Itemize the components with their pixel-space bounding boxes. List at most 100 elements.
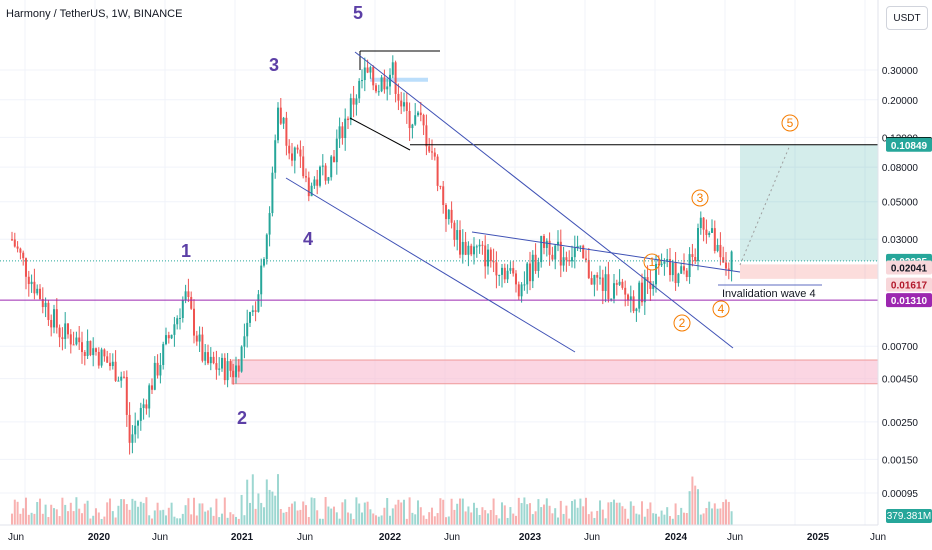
volume-bar — [618, 502, 621, 525]
volume-bar — [268, 489, 271, 525]
candle-body — [313, 179, 316, 186]
candle-body — [187, 291, 190, 297]
volume-bar — [212, 515, 215, 525]
candle-body — [414, 115, 417, 125]
candle-body — [355, 98, 358, 105]
volume-bar — [327, 506, 330, 525]
volume-bar — [705, 508, 708, 525]
volume-bar — [607, 502, 610, 525]
volume-bar — [251, 474, 254, 525]
candle-body — [221, 357, 223, 369]
candle-body — [674, 262, 677, 284]
wave-label-primary: 4 — [303, 229, 313, 249]
candle-body — [613, 283, 615, 299]
volume-bar — [534, 511, 537, 525]
volume-bar — [694, 485, 697, 525]
volume-bar — [725, 499, 727, 525]
volume-bar — [235, 516, 237, 525]
x-tick-label: Jun — [297, 532, 313, 543]
candle-body — [713, 228, 716, 251]
candle-body — [50, 319, 53, 328]
volume-bar — [148, 515, 151, 525]
volume-bar — [635, 513, 638, 525]
volume-bar — [585, 497, 587, 525]
x-tick-label: 2025 — [807, 532, 830, 543]
volume-bar — [554, 508, 557, 525]
volume-bar — [503, 505, 506, 525]
volume-bar — [489, 509, 492, 525]
candle-body — [450, 209, 453, 223]
candle-body — [333, 156, 335, 163]
volume-bar — [240, 494, 243, 525]
y-tick-label: 0.30000 — [882, 66, 919, 77]
volume-bar — [198, 503, 201, 525]
volume-bar — [47, 517, 50, 525]
volume-bar — [699, 514, 702, 525]
volume-bar — [391, 508, 394, 525]
volume-bar — [464, 511, 467, 525]
candle-body — [167, 335, 170, 339]
candle-body — [181, 300, 184, 319]
channel-upper — [354, 51, 734, 349]
volume-bar — [509, 507, 512, 525]
volume-bar — [156, 502, 159, 525]
volume-bar — [279, 509, 282, 525]
volume-bar — [366, 501, 369, 525]
x-tick-label: Jun — [8, 532, 24, 543]
volume-bar — [139, 501, 142, 525]
candle-body — [442, 186, 445, 206]
x-tick-label: 2022 — [379, 532, 402, 543]
volume-bar — [506, 517, 509, 525]
volume-bar — [456, 503, 459, 525]
volume-bar — [114, 517, 117, 525]
volume-bar — [453, 509, 456, 525]
wave-label-intermediate: 4 — [718, 302, 725, 316]
candle-body — [663, 261, 666, 264]
candle-body — [576, 245, 579, 248]
candle-body — [268, 213, 271, 235]
price-tag — [886, 260, 932, 275]
candle-body — [218, 368, 221, 370]
candle-body — [422, 115, 425, 126]
volume-bar — [341, 502, 344, 525]
volume-bar — [377, 516, 380, 525]
volume-bar — [571, 500, 573, 525]
volume-bar — [218, 517, 221, 525]
candle-body — [372, 67, 375, 86]
time-axis: Jun 2020 Jun 2021 Jun 2022 Jun 2023 Jun 2024 Jun 20… — [0, 524, 886, 543]
candle-body — [666, 259, 669, 262]
x-tick-label: Jun — [152, 532, 168, 543]
volume-bar — [335, 512, 338, 525]
candle-body — [529, 263, 531, 282]
volume-bar — [16, 501, 19, 525]
volume-bar — [243, 515, 246, 525]
wave-labels: 1 2 3 4 5 1 2 3 4 5 Invalidation wave 4 — [181, 3, 816, 428]
candle-body — [702, 217, 705, 230]
volume-bar — [439, 498, 442, 525]
volume-bar — [422, 515, 425, 525]
candle-body — [649, 281, 652, 289]
volume-bar — [470, 512, 473, 525]
volume-bar — [260, 502, 263, 525]
volume-bar — [436, 513, 439, 525]
candle-body — [151, 385, 153, 390]
candle-body — [279, 107, 282, 124]
x-tick-label: 2021 — [231, 532, 254, 543]
currency-button[interactable]: USDT — [886, 6, 928, 30]
candle-body — [383, 77, 386, 90]
volume-bar — [36, 501, 39, 525]
volume-bar — [285, 511, 288, 525]
volume-bar — [193, 497, 195, 525]
candle-body — [428, 146, 431, 152]
price-tag — [886, 137, 932, 152]
volume-bar — [302, 501, 305, 525]
volume-bar — [86, 500, 89, 525]
candle-body — [526, 263, 529, 285]
volume-bar — [50, 504, 53, 525]
volume-bar — [551, 513, 554, 525]
volume-bar — [254, 508, 257, 525]
volume-bar — [417, 500, 419, 525]
volume-bar — [176, 518, 179, 525]
volume-bar — [296, 510, 299, 525]
